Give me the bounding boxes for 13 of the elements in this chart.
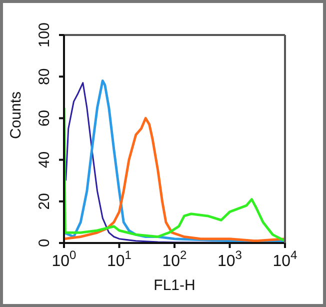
x-tick-label: 10$^{4}$ [272, 248, 298, 270]
y-tick-label: 60 [36, 110, 53, 127]
y-tick-label: 100 [36, 22, 53, 48]
x-tick-label: 10$^{3}$ [218, 248, 242, 270]
x-tick-label: 10$^{1}$ [107, 248, 132, 270]
x-axis-title: FL1-H [154, 277, 196, 294]
y-tick-label: 0 [36, 238, 53, 248]
y-axis-title: Counts [7, 91, 24, 139]
x-tick-label: 10$^{2}$ [162, 248, 188, 270]
y-tick-label: 20 [36, 193, 53, 210]
y-tick-label: 80 [36, 68, 53, 85]
x-tick-label: 10$^{0}$ [52, 248, 77, 270]
y-tick-label: 40 [36, 151, 53, 168]
